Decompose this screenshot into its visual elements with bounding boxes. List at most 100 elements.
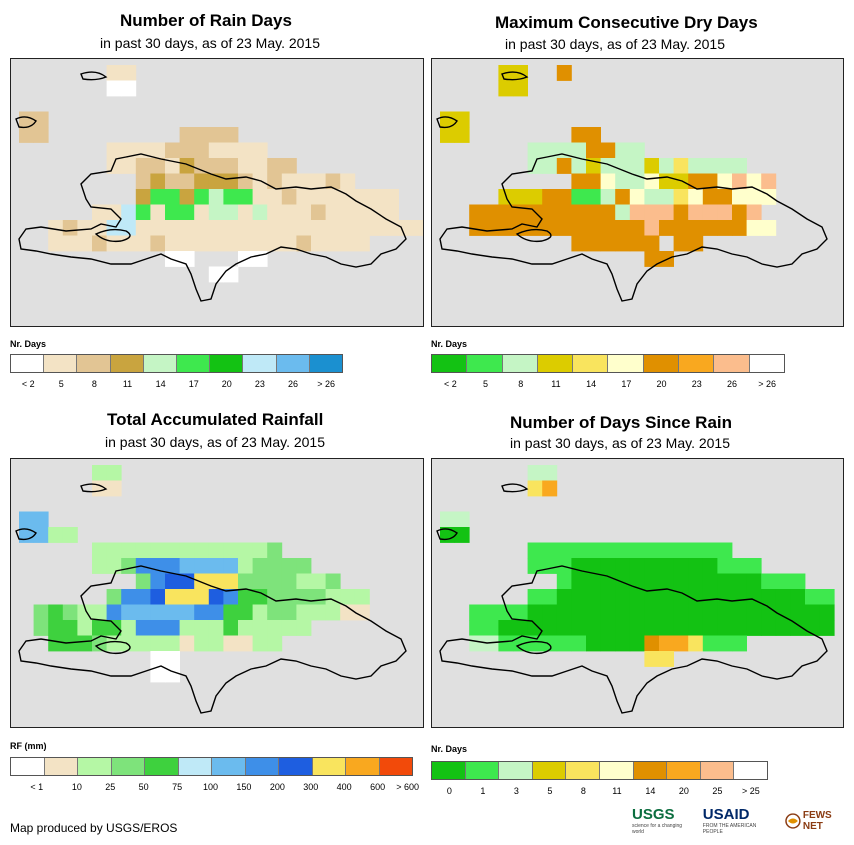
map-grid-cell xyxy=(629,204,645,221)
map-grid-cell xyxy=(600,220,616,236)
legend-ticks-rainfall: < 1 10 25 50 75 100 150 200 300 400 600 > 600 xyxy=(10,782,419,794)
map-grid-cell xyxy=(223,220,239,236)
panel-title-dry-days: Maximum Consecutive Dry Days xyxy=(495,13,758,32)
map-grid-cell xyxy=(311,204,326,221)
map-grid-cell xyxy=(121,604,137,621)
coastline-path xyxy=(515,228,552,243)
map-grid-cell xyxy=(150,142,166,159)
map-grid-cell xyxy=(469,604,485,621)
map-grid-cell xyxy=(92,235,107,252)
map-grid-cell xyxy=(384,189,399,205)
map-grid-cell xyxy=(281,589,297,605)
map-grid-cell xyxy=(629,589,645,605)
map-grid-cell xyxy=(340,204,356,221)
legend-tick-label: 26 xyxy=(287,379,299,389)
map-grid-cell xyxy=(281,204,297,221)
map-grid-cell xyxy=(659,220,674,236)
map-grid-cell xyxy=(19,111,34,128)
map-grid-cell xyxy=(775,620,791,636)
map-grid-cell xyxy=(165,173,180,190)
map-grid-cell xyxy=(33,604,49,621)
legend-tick-label: 17 xyxy=(188,379,199,389)
map-grid-cell xyxy=(586,189,601,205)
map-rain-days[interactable] xyxy=(10,58,424,327)
map-grid-cell xyxy=(296,620,312,636)
legend-swatch xyxy=(177,355,211,372)
map-grid-cell xyxy=(556,158,572,174)
map-grid-cell xyxy=(106,65,122,81)
map-grid-cell xyxy=(688,635,704,652)
map-grid-cell xyxy=(194,127,210,143)
map-grid-cell xyxy=(688,620,704,636)
map-grid-cell xyxy=(121,542,137,559)
legend-swatch xyxy=(44,758,78,775)
map-grid-cell xyxy=(513,80,528,97)
map-grid-cell xyxy=(121,80,137,97)
map-grid-cell xyxy=(688,220,704,236)
map-grid-cell xyxy=(732,604,747,621)
map-grid-cell xyxy=(238,589,253,605)
map-rainfall[interactable] xyxy=(10,458,424,728)
map-grid-cell xyxy=(761,173,777,190)
map-grid-cell xyxy=(717,620,733,636)
map-grid-cell xyxy=(281,573,297,590)
map-grid-cell xyxy=(252,604,268,621)
map-grid-cell xyxy=(615,589,631,605)
map-grid-cell xyxy=(48,604,64,621)
map-grid-cell xyxy=(238,173,253,190)
map-grid-cell xyxy=(571,142,587,159)
map-grid-cell xyxy=(340,589,356,605)
map-grid-cell xyxy=(790,604,806,621)
map-grid-cell xyxy=(586,620,601,636)
map-grid-cell xyxy=(165,235,180,252)
map-grid-cell xyxy=(252,142,268,159)
map-grid-cell xyxy=(238,558,253,574)
map-grid-cell xyxy=(644,651,660,667)
legend-tick-label: 100 xyxy=(202,782,219,792)
usgs-logo-text: USGS xyxy=(632,806,675,823)
map-grid-cell xyxy=(325,589,341,605)
map-grid-cell xyxy=(527,604,543,621)
map-grid-cell xyxy=(571,604,587,621)
map-grid-cell xyxy=(644,558,660,574)
map-grid-cell xyxy=(296,604,312,621)
map-grid-cell xyxy=(106,235,122,252)
map-grid-cell xyxy=(354,589,370,605)
map-grid-cell xyxy=(135,204,151,221)
map-grid-cell xyxy=(600,604,616,621)
map-dry-days[interactable] xyxy=(431,58,844,327)
map-grid-cell xyxy=(296,220,312,236)
map-grid-cell xyxy=(527,142,543,159)
map-grid-cell xyxy=(629,558,645,574)
map-grid-cell xyxy=(179,127,195,143)
map-grid-cell xyxy=(121,558,137,574)
panel-title-since-rain: Number of Days Since Rain xyxy=(510,413,733,432)
map-grid-cell xyxy=(354,604,370,621)
legend-tick-label: 3 xyxy=(513,786,519,796)
map-grid-cell xyxy=(615,158,631,174)
map-grid-cell xyxy=(761,573,777,590)
map-grid-cell xyxy=(542,465,558,481)
map-since-rain[interactable] xyxy=(431,458,844,728)
map-grid-cell xyxy=(688,558,704,574)
legend-swatch xyxy=(143,355,178,372)
map-grid-cell xyxy=(135,189,151,205)
map-grid-cell xyxy=(281,620,297,636)
map-grid-cell xyxy=(296,189,312,205)
legend-tick-label: 10 xyxy=(71,782,82,792)
map-grid-cell xyxy=(150,589,166,605)
map-grid-cell xyxy=(267,604,283,621)
legend-swatch xyxy=(667,762,701,779)
legend-swatch xyxy=(212,758,246,775)
map-grid-cell xyxy=(33,527,49,543)
legend-tick-label: 600 xyxy=(370,782,386,792)
legend-swatch xyxy=(245,758,279,775)
map-grid-cell xyxy=(673,635,689,652)
map-grid-cell xyxy=(179,142,195,159)
map-grid-cell xyxy=(296,573,312,590)
map-grid-cell xyxy=(586,558,601,574)
legend-swatch xyxy=(700,762,735,779)
legend-tick-label: 5 xyxy=(547,786,553,796)
map-grid-cell xyxy=(165,204,180,221)
map-grid-cell xyxy=(165,604,180,621)
